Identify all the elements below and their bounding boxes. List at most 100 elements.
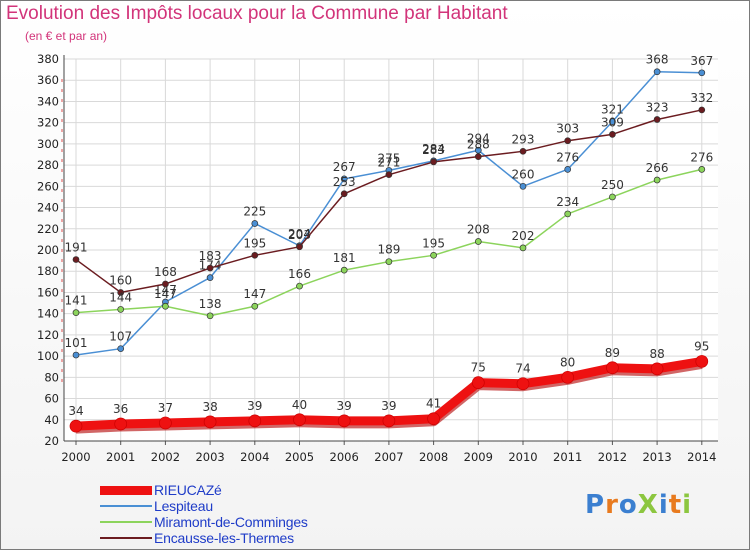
data-label: 141	[65, 294, 88, 308]
data-point	[340, 175, 348, 183]
proxiti-logo: ProXiti	[585, 490, 692, 520]
data-label: 147	[243, 287, 266, 301]
y-tick-label: 300	[37, 137, 59, 151]
x-tick-label: 2003	[195, 450, 224, 464]
y-tick-label: 240	[37, 201, 59, 215]
data-point	[117, 306, 125, 313]
x-tick-label: 2002	[151, 450, 180, 464]
data-label: 260	[512, 167, 535, 181]
x-tick-label: 2004	[240, 450, 269, 464]
data-label: 41	[426, 397, 441, 411]
data-label: 38	[202, 400, 217, 414]
data-label: 39	[381, 399, 396, 413]
data-point	[72, 351, 80, 359]
logo-letter: r	[605, 490, 619, 520]
data-label: 208	[467, 223, 490, 237]
data-point	[203, 415, 217, 429]
data-label: 74	[515, 362, 530, 376]
data-point	[516, 377, 530, 391]
x-tick-label: 2000	[61, 450, 90, 464]
legend-item: RIEUCAZé	[100, 482, 308, 498]
y-tick-label: 260	[37, 179, 59, 193]
data-label: 309	[601, 115, 624, 129]
data-point	[296, 282, 303, 290]
legend-label: RIEUCAZé	[154, 482, 222, 498]
data-point	[114, 417, 128, 431]
y-tick-label: 200	[37, 243, 59, 257]
data-point	[698, 166, 706, 173]
data-label: 181	[333, 251, 356, 265]
data-label: 303	[556, 122, 579, 136]
data-label: 275	[377, 151, 400, 165]
data-point	[606, 361, 619, 375]
x-tick-label: 2010	[508, 450, 537, 464]
legend-swatch	[100, 521, 152, 523]
data-label: 267	[333, 160, 356, 174]
data-label: 191	[65, 241, 88, 255]
data-label: 39	[337, 399, 352, 413]
data-point	[251, 251, 259, 259]
data-point	[251, 302, 259, 310]
data-point	[430, 158, 437, 166]
legend-label: Lespiteau	[154, 498, 213, 514]
x-tick-label: 2008	[419, 450, 448, 464]
legend-item: Encausse-les-Thermes	[100, 530, 308, 546]
data-point	[293, 413, 306, 427]
logo-letter: i	[682, 490, 693, 520]
data-point	[609, 118, 616, 125]
data-point	[340, 266, 348, 274]
data-point	[248, 414, 262, 428]
data-label: 203	[288, 228, 311, 242]
data-point	[519, 182, 527, 190]
data-label: 294	[467, 131, 490, 145]
data-point	[650, 362, 664, 376]
data-point	[251, 220, 259, 227]
y-tick-label: 340	[37, 94, 59, 108]
data-label: 168	[154, 265, 177, 279]
data-point	[609, 130, 616, 138]
x-tick-label: 2014	[687, 450, 716, 464]
legend: RIEUCAZé Lespiteau Miramont-de-Comminges En…	[100, 482, 308, 546]
data-label: 138	[199, 297, 222, 311]
data-label: 204	[288, 227, 311, 241]
data-point	[162, 302, 169, 310]
y-tick-label: 60	[44, 392, 59, 406]
data-label: 189	[377, 243, 400, 257]
data-point	[609, 193, 616, 201]
data-point	[162, 280, 169, 288]
data-point	[159, 416, 172, 430]
data-point	[296, 243, 303, 251]
data-point	[427, 412, 440, 426]
y-tick-label: 220	[37, 222, 59, 236]
data-point	[653, 68, 661, 76]
data-label: 195	[243, 236, 266, 250]
x-tick-label: 2013	[642, 450, 671, 464]
legend-item: Lespiteau	[100, 498, 308, 514]
x-tick-label: 2001	[106, 450, 135, 464]
data-label: 147	[154, 287, 177, 301]
data-label: 284	[422, 142, 445, 156]
data-point	[519, 244, 527, 252]
y-tick-label: 80	[44, 370, 59, 384]
data-point	[564, 137, 572, 145]
data-point	[206, 312, 214, 320]
x-tick-label: 2006	[330, 450, 359, 464]
data-point	[564, 166, 572, 173]
data-label: 367	[690, 54, 713, 68]
data-label: 250	[601, 178, 624, 192]
data-point	[430, 251, 437, 259]
data-label: 283	[422, 143, 445, 157]
legend-label: Miramont-de-Comminges	[154, 514, 308, 530]
data-label: 271	[377, 156, 400, 170]
chart-subtitle: (en € et par an)	[25, 29, 108, 43]
data-point	[385, 258, 393, 266]
logo-letter: P	[585, 490, 606, 520]
data-point	[206, 264, 214, 272]
data-label: 89	[605, 346, 620, 360]
data-point	[653, 176, 661, 184]
data-point	[561, 370, 575, 384]
data-label: 147	[154, 283, 177, 297]
data-label: 321	[601, 103, 624, 117]
